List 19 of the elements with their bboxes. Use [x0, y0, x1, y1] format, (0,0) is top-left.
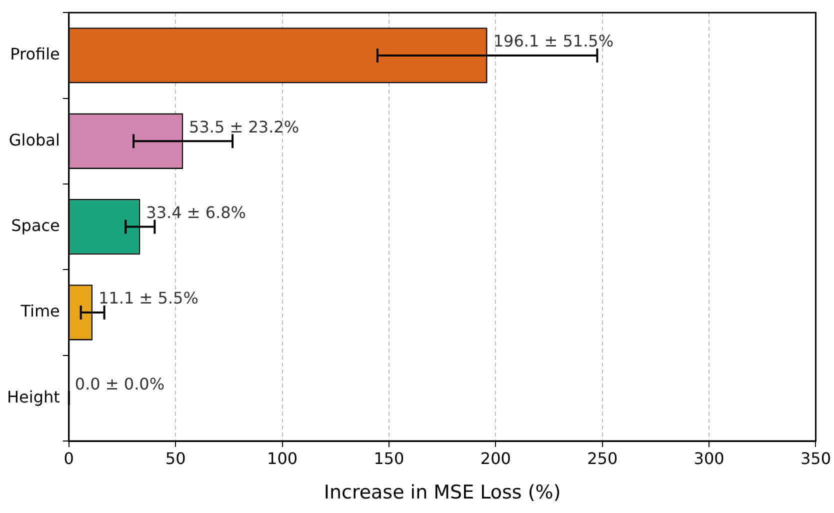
- x-tick-label: 200: [480, 448, 511, 468]
- x-axis-title: Increase in MSE Loss (%): [324, 482, 561, 504]
- x-tick-label: 50: [165, 448, 186, 468]
- y-tick-label: Global: [8, 130, 60, 150]
- y-tick-label: Space: [11, 216, 60, 235]
- data-label: 196.1 ± 51.5%: [493, 32, 614, 51]
- x-tick-label: 350: [800, 448, 832, 468]
- x-tick-label: 300: [694, 448, 724, 468]
- x-tick-label: 0: [64, 448, 74, 468]
- x-tick-label: 250: [587, 448, 618, 468]
- x-tick-label: 100: [267, 448, 298, 468]
- y-tick-label: Time: [20, 302, 60, 321]
- data-label: 0.0 ± 0.0%: [74, 374, 165, 394]
- y-tick-label: Profile: [10, 44, 60, 64]
- data-label: 33.4 ± 6.8%: [146, 202, 246, 222]
- data-label: 11.1 ± 5.5%: [98, 288, 198, 308]
- x-tick-label: 150: [374, 448, 404, 468]
- data-label: 53.5 ± 23.2%: [189, 117, 300, 136]
- y-tick-label: Height: [7, 387, 60, 406]
